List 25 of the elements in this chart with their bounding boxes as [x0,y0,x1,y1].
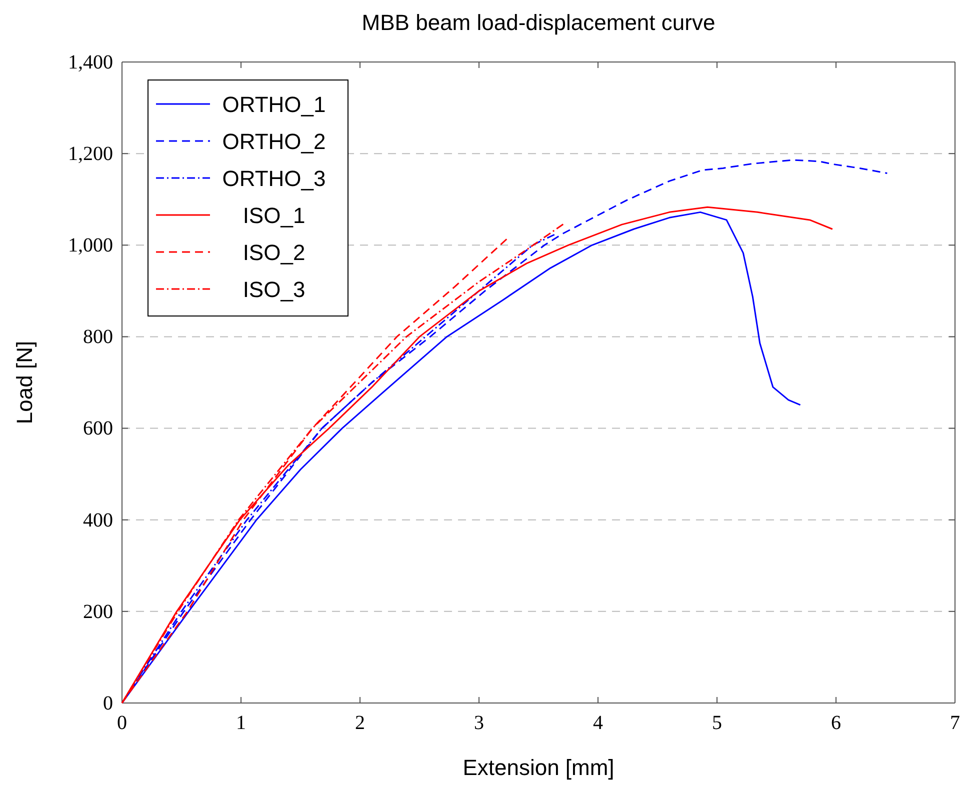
y-tick-label: 1,000 [68,234,113,257]
chart-title: MBB beam load-displacement curve [362,10,716,35]
y-tick-label: 1,200 [68,142,113,165]
x-tick-label: 4 [593,712,603,734]
x-tick-label: 6 [831,712,841,734]
legend-label: ORTHO_2 [222,129,326,154]
legend-label: ISO_1 [242,203,306,228]
x-tick-label: 3 [474,712,484,734]
y-tick-label: 200 [83,600,113,623]
x-axis-title: Extension [mm] [462,755,614,780]
legend-label: ORTHO_1 [222,92,326,117]
legend-label: ISO_3 [242,277,306,302]
x-tick-label: 0 [117,712,127,734]
x-tick-label: 2 [355,712,365,734]
y-tick-label: 400 [83,509,113,532]
y-tick-label: 600 [83,418,113,440]
y-tick-label: 1,400 [68,51,113,74]
legend-label: ISO_2 [242,240,306,265]
x-tick-label: 1 [236,712,246,734]
y-axis-title: Load [N] [12,340,37,424]
legend-label: ORTHO_3 [222,166,326,191]
y-tick-label: 800 [83,326,113,348]
x-tick-label: 7 [950,712,960,734]
y-tick-label: 0 [103,692,113,714]
x-tick-label: 5 [712,712,722,734]
